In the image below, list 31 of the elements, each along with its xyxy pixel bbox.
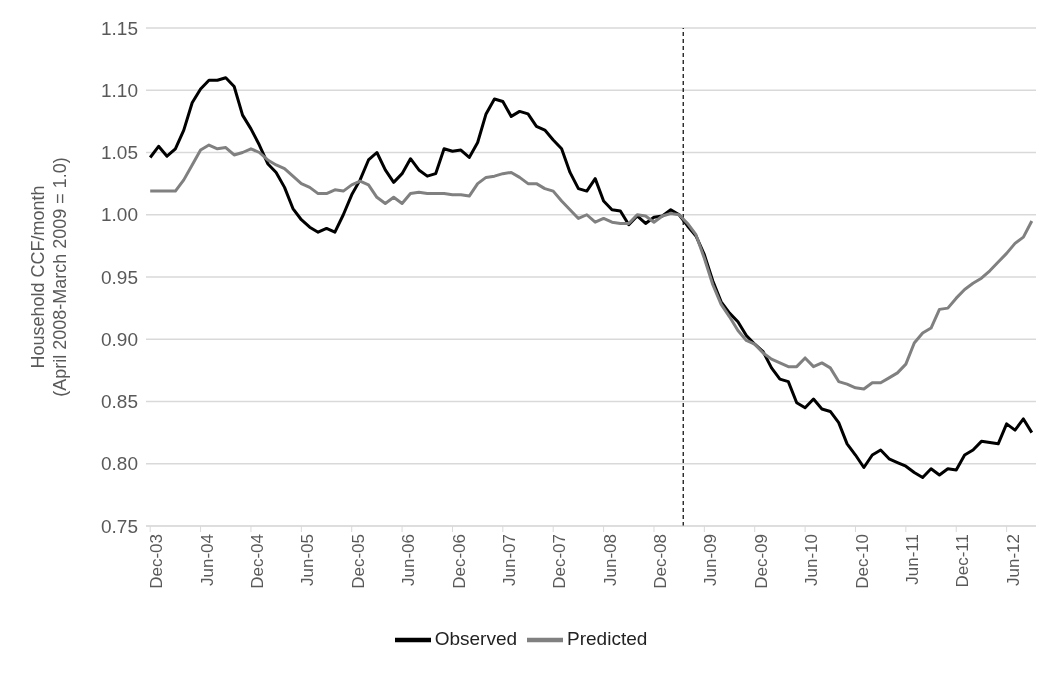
y-axis-title: Household CCF/month (April 2008-March 2009 = 1.0): [28, 157, 70, 397]
x-tick-label: Dec-10: [852, 534, 872, 589]
x-tick-label: Jun-10: [802, 534, 822, 586]
y-tick-label: 1.00: [101, 204, 138, 226]
x-tick-label: Jun-07: [499, 534, 519, 586]
x-tick-label: Jun-12: [1003, 534, 1023, 586]
y-tick-label: 1.15: [101, 17, 138, 39]
x-tick-label: Dec-05: [348, 534, 368, 589]
x-tick-label: Dec-06: [449, 534, 469, 589]
x-tick-label: Dec-09: [751, 534, 771, 589]
legend-label: Observed: [434, 628, 518, 650]
y-tick-label: 0.85: [101, 391, 138, 413]
x-tick-label: Jun-06: [399, 534, 419, 586]
x-tick-label: Dec-08: [651, 534, 671, 589]
y-tick-label: 0.80: [101, 453, 138, 475]
x-tick-label: Dec-07: [550, 534, 570, 589]
x-tick-label: Jun-08: [600, 534, 620, 586]
x-tick-label: Jun-09: [701, 534, 721, 586]
x-tick-label: Dec-03: [147, 534, 167, 589]
y-tick-label: 0.75: [101, 515, 138, 537]
x-tick-label: Jun-05: [298, 534, 318, 586]
x-tick-label: Dec-11: [953, 534, 973, 588]
x-tick-label: Jun-11: [902, 534, 922, 585]
y-tick-label: 1.10: [101, 80, 138, 101]
y-tick-label: 1.05: [101, 142, 138, 164]
line-series: [148, 143, 1034, 391]
y-tick-label: 0.90: [101, 328, 138, 350]
y-tick-label: 0.95: [101, 266, 138, 288]
legend-label: Predicted: [567, 628, 648, 650]
x-tick-label: Jun-04: [197, 534, 217, 586]
x-tick-label: Dec-04: [248, 534, 268, 589]
